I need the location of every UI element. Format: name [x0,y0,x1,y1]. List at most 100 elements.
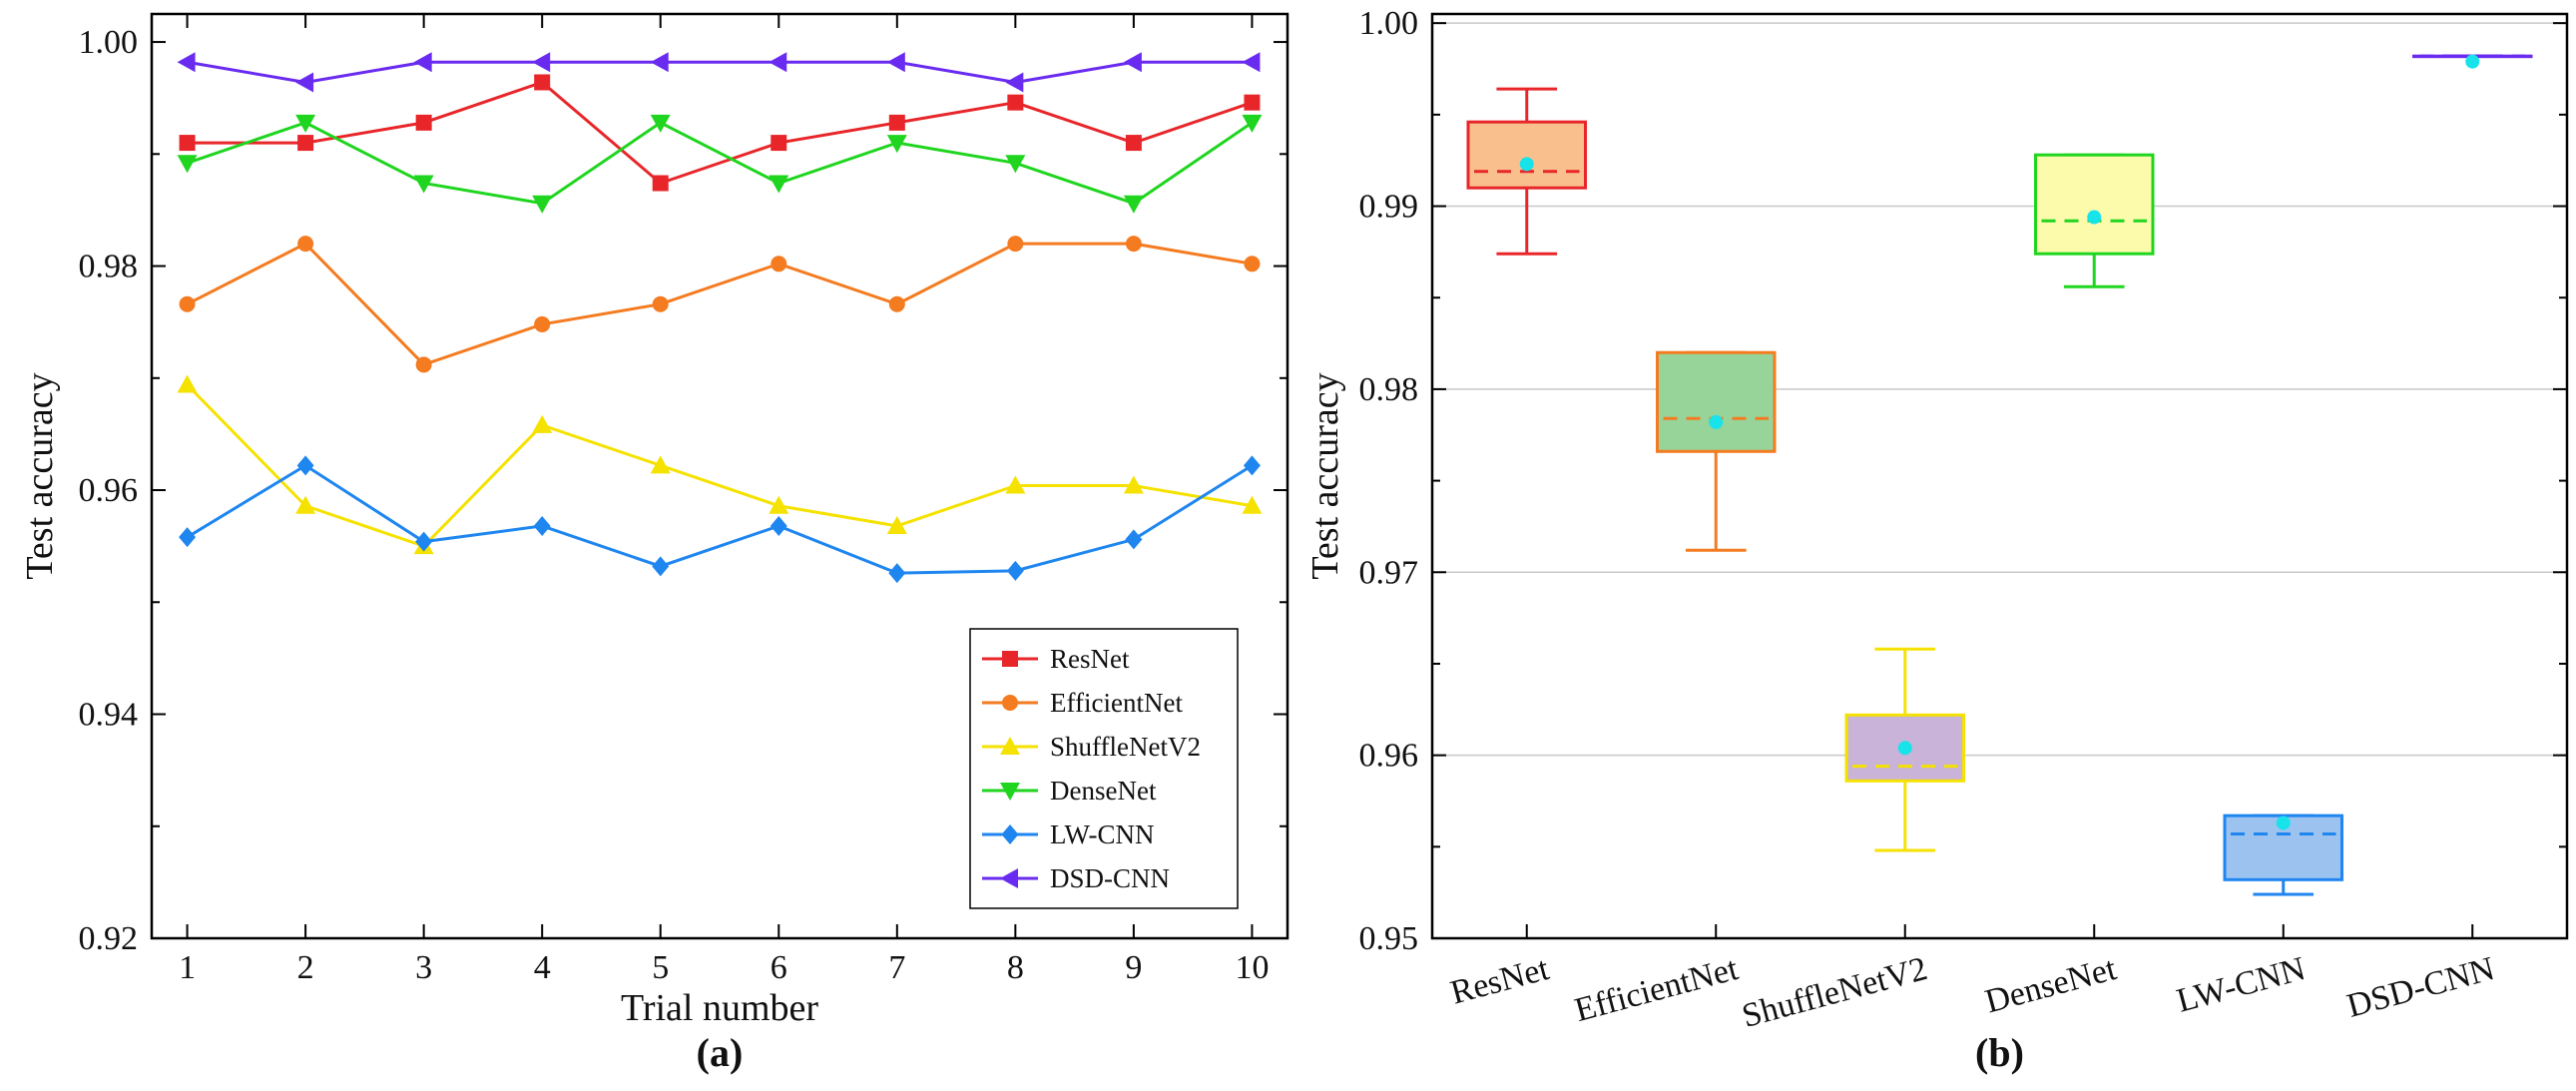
category-label-lw-cnn: LW-CNN [2173,950,2310,1020]
plot-frame [150,12,1289,940]
data-point-resnet [179,135,196,152]
box-body [1466,120,1587,190]
series-line-efficientnet [186,242,1253,367]
legend-label-shufflenetv2: ShuffleNetV2 [1050,732,1201,762]
panel-label-a: (a) [697,1030,744,1075]
data-point-lw-cnn [1125,529,1143,550]
mean-marker [1897,741,1912,756]
data-point-shufflenetv2 [650,455,671,474]
data-point-lw-cnn [888,563,906,584]
data-point-resnet [415,114,432,131]
x-tick-label: 8 [1007,949,1024,986]
box-resnet [1466,87,1587,256]
legend-label-dsd-cnn: DSD-CNN [1050,863,1170,893]
data-point-resnet [888,114,905,131]
x-tick-label: 4 [534,949,551,986]
series-line-resnet [187,80,1253,186]
y-tick-label: 0.96 [79,472,139,509]
legend-marker-efficientnet [1002,695,1018,711]
data-point-efficientnet [652,295,669,312]
series-shufflenetv2 [177,374,1263,555]
data-point-lw-cnn [770,515,787,536]
data-point-lw-cnn [652,556,670,577]
legend-marker-resnet [1002,651,1018,667]
legend-marker-shufflenetv2 [1000,737,1020,755]
x-tick-label: 6 [771,949,787,986]
data-point-lw-cnn [179,527,197,548]
data-point-densenet [295,114,316,133]
legend-marker-dsd-cnn [1000,868,1018,888]
x-tick-label: 7 [888,949,905,986]
series-resnet [179,74,1261,192]
legend-label-efficientnet: EfficientNet [1050,688,1183,718]
data-point-efficientnet [1007,236,1024,253]
data-point-efficientnet [534,315,551,332]
legend: ResNet EfficientNet ShuffleNetV2 DenseNet LW… [969,628,1239,909]
y-tick-label: 0.94 [79,697,139,734]
mean-marker [1709,414,1724,429]
data-point-dsd-cnn [1123,52,1142,73]
legend-marker-lw-cnn [1001,824,1019,844]
legend-marker-densenet [1000,783,1020,801]
category-label-shufflenetv2: ShuffleNetV2 [1739,950,1931,1035]
x-tick-label: 2 [297,949,314,986]
data-point-resnet [1244,94,1261,111]
y-tick-label: 0.92 [79,920,139,957]
category-label-resnet: ResNet [1447,950,1554,1012]
data-point-dsd-cnn [295,72,314,93]
legend-box [969,628,1239,909]
series-line-lw-cnn [186,463,1254,575]
y-tick-label: 0.95 [1359,920,1419,957]
box-dsd-cnn [2412,54,2533,69]
data-point-resnet [297,135,314,152]
box-shufflenetv2 [1844,647,1965,852]
mean-marker [1519,157,1534,172]
mean-marker [2276,816,2291,830]
data-point-dsd-cnn [1005,72,1024,93]
y-tick-label: 1.00 [1359,5,1419,42]
data-point-resnet [652,175,669,192]
data-point-efficientnet [179,295,196,312]
data-point-shufflenetv2 [532,414,553,433]
box-lw-cnn [2223,814,2343,896]
series-densenet [177,114,1263,214]
y-tick-label: 0.98 [1359,371,1419,408]
y-tick-label: 0.99 [1359,189,1419,226]
data-point-densenet [177,155,198,174]
data-point-dsd-cnn [650,52,669,73]
box-efficientnet [1656,350,1777,552]
data-point-efficientnet [888,295,905,312]
data-point-shufflenetv2 [1123,475,1144,494]
panel-label-b: (b) [1975,1030,2024,1075]
data-point-densenet [1005,155,1026,174]
x-tick-label: 10 [1235,949,1269,986]
data-point-efficientnet [415,356,432,373]
y-tick-label: 0.98 [79,249,139,285]
data-point-lw-cnn [1243,455,1261,476]
mean-marker [2465,54,2480,69]
box-body [1656,350,1777,453]
data-point-resnet [1007,94,1024,111]
data-point-lw-cnn [296,455,314,476]
category-label-densenet: DenseNet [1981,950,2121,1021]
data-point-densenet [886,135,907,154]
data-point-resnet [771,135,787,152]
y-tick-label: 0.96 [1359,738,1419,775]
data-point-shufflenetv2 [177,374,198,393]
x-tick-label: 1 [179,949,196,986]
line-chart-panel-a: 0.92 0.94 0.96 0.98 1.00 1 2 3 4 5 6 7 8 9 10 Trial num… [19,12,1289,1075]
series-lw-cnn [179,455,1261,584]
data-point-dsd-cnn [769,52,787,73]
x-tick-label: 3 [415,949,432,986]
legend-label-densenet: DenseNet [1050,776,1157,806]
data-point-shufflenetv2 [1005,475,1026,494]
data-point-resnet [534,74,551,91]
series-line-dsd-cnn [187,60,1253,84]
data-point-densenet [1123,195,1144,214]
mean-marker [2087,210,2102,225]
data-point-lw-cnn [533,515,551,536]
y-axis-title: Test accuracy [19,372,61,579]
data-point-dsd-cnn [177,52,196,73]
data-point-densenet [650,114,671,133]
category-label-efficientnet: EfficientNet [1571,950,1743,1029]
